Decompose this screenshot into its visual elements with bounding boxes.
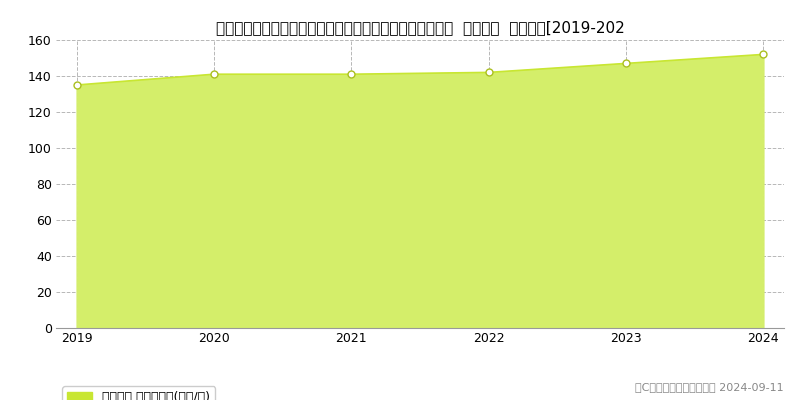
Point xyxy=(70,82,83,88)
Text: （C）土地価格ドットコム 2024-09-11: （C）土地価格ドットコム 2024-09-11 xyxy=(635,382,784,392)
Title: 埼玉県さいたま市中央区大字下落合字大原１０５０番２外  地価公示  地価推移[2019-202: 埼玉県さいたま市中央区大字下落合字大原１０５０番２外 地価公示 地価推移[201… xyxy=(216,20,624,35)
Point xyxy=(620,60,633,66)
Point xyxy=(482,69,495,76)
Point xyxy=(207,71,220,78)
Point xyxy=(757,51,770,58)
Point xyxy=(345,71,358,78)
Legend: 地価公示 平均坪単価(万円/坪): 地価公示 平均坪単価(万円/坪) xyxy=(62,386,215,400)
